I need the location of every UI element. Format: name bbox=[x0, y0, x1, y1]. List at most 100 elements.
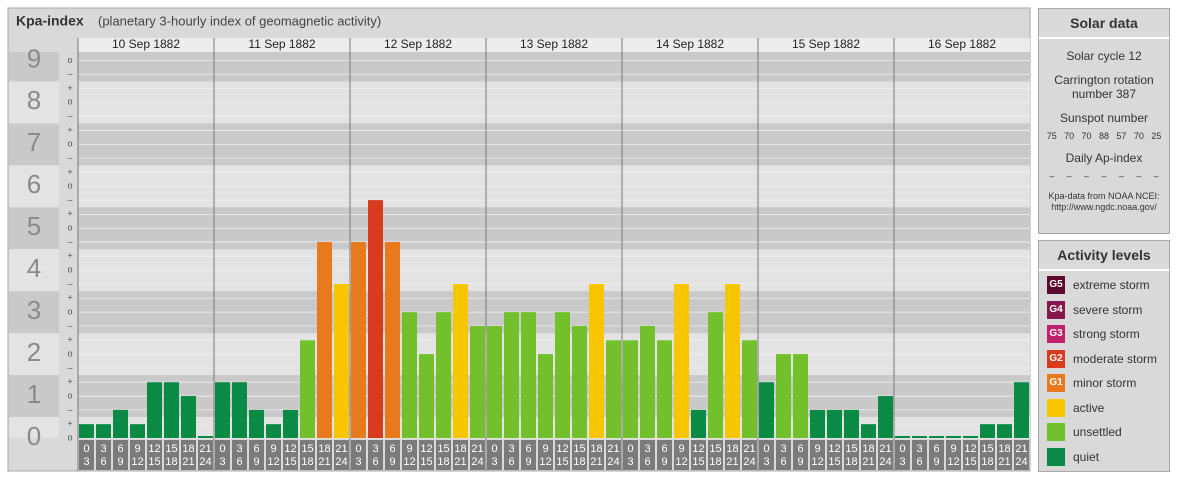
bar bbox=[453, 284, 468, 438]
slot-box bbox=[878, 440, 893, 470]
bar bbox=[79, 424, 94, 438]
bar bbox=[929, 436, 944, 438]
bar bbox=[691, 409, 706, 438]
x-tick-label: 3 bbox=[83, 456, 89, 468]
y-tick-label: 8 bbox=[27, 85, 41, 115]
x-tick-label: 9 bbox=[253, 456, 259, 468]
x-tick-label: 6 bbox=[933, 443, 939, 455]
y-tick-label: 9 bbox=[27, 43, 41, 73]
x-tick-label: 3 bbox=[644, 443, 650, 455]
x-tick-label: 3 bbox=[100, 443, 106, 455]
slot-box bbox=[963, 440, 978, 470]
x-tick-label: 9 bbox=[117, 456, 123, 468]
activity-item: active bbox=[1039, 396, 1169, 421]
y-minor-label: – bbox=[67, 153, 72, 163]
x-tick-label: 12 bbox=[556, 443, 568, 455]
bar bbox=[861, 424, 876, 438]
slot-box bbox=[385, 440, 400, 470]
x-tick-label: 18 bbox=[182, 443, 194, 455]
x-tick-label: 15 bbox=[828, 456, 840, 468]
slot-box bbox=[844, 440, 859, 470]
x-tick-label: 18 bbox=[862, 443, 874, 455]
y-minor-label: – bbox=[67, 320, 72, 330]
bar bbox=[487, 325, 502, 438]
x-tick-label: 12 bbox=[947, 456, 959, 468]
y-minor-label: + bbox=[67, 293, 72, 303]
bar bbox=[674, 284, 689, 438]
x-tick-label: 15 bbox=[573, 443, 585, 455]
x-tick-label: 12 bbox=[828, 443, 840, 455]
x-tick-label: 0 bbox=[627, 443, 633, 455]
slot-box bbox=[368, 440, 383, 470]
slot-box bbox=[232, 440, 247, 470]
day-label: 14 Sep 1882 bbox=[656, 37, 724, 51]
slot-box bbox=[113, 440, 128, 470]
slot-box bbox=[164, 440, 179, 470]
bar bbox=[419, 354, 434, 438]
level-label: extreme storm bbox=[1073, 278, 1150, 293]
x-tick-label: 15 bbox=[981, 443, 993, 455]
ap-value: – bbox=[1101, 171, 1107, 181]
level-badge: G4 bbox=[1047, 300, 1065, 319]
x-tick-label: 9 bbox=[134, 443, 140, 455]
x-tick-label: 18 bbox=[573, 456, 585, 468]
label-band bbox=[9, 52, 59, 82]
y-minor-label: o bbox=[67, 390, 72, 400]
bar bbox=[759, 382, 774, 438]
bar bbox=[334, 284, 349, 438]
sunspot-value: 70 bbox=[1133, 131, 1144, 141]
slot-box bbox=[351, 440, 366, 470]
y-tick-label: 2 bbox=[27, 337, 41, 367]
y-minor-label: o bbox=[67, 139, 72, 149]
bar bbox=[232, 382, 247, 438]
slot-box bbox=[606, 440, 621, 470]
bar bbox=[827, 409, 842, 438]
x-tick-label: 15 bbox=[284, 456, 296, 468]
activity-item: G1 minor storm bbox=[1039, 371, 1169, 396]
level-label: moderate storm bbox=[1073, 351, 1158, 366]
slot-box bbox=[147, 440, 162, 470]
x-tick-label: 9 bbox=[389, 456, 395, 468]
day-label: 13 Sep 1882 bbox=[520, 37, 588, 51]
bar bbox=[895, 436, 910, 438]
slot-box bbox=[742, 440, 757, 470]
x-tick-label: 6 bbox=[117, 443, 123, 455]
y-minor-label: + bbox=[67, 335, 72, 345]
label-band bbox=[9, 165, 59, 208]
slot-box bbox=[79, 440, 94, 470]
x-tick-label: 3 bbox=[763, 456, 769, 468]
x-tick-label: 21 bbox=[199, 443, 211, 455]
bar bbox=[657, 340, 672, 438]
panel-title: Activity levels bbox=[1039, 241, 1169, 271]
x-tick-label: 15 bbox=[165, 443, 177, 455]
slot-box bbox=[691, 440, 706, 470]
y-minor-label: o bbox=[67, 265, 72, 275]
x-tick-label: 21 bbox=[743, 443, 755, 455]
x-tick-label: 3 bbox=[916, 443, 922, 455]
slot-box bbox=[997, 440, 1012, 470]
x-tick-label: 9 bbox=[950, 443, 956, 455]
bar bbox=[317, 242, 332, 438]
x-tick-label: 18 bbox=[998, 443, 1010, 455]
bar bbox=[623, 340, 638, 438]
x-tick-label: 21 bbox=[335, 443, 347, 455]
x-tick-label: 3 bbox=[372, 443, 378, 455]
x-tick-label: 6 bbox=[644, 456, 650, 468]
x-tick-label: 9 bbox=[814, 443, 820, 455]
x-tick-label: 0 bbox=[219, 443, 225, 455]
bar bbox=[912, 436, 927, 438]
x-tick-label: 21 bbox=[590, 456, 602, 468]
level-badge bbox=[1047, 447, 1065, 466]
slot-box bbox=[300, 440, 315, 470]
slot-box bbox=[912, 440, 927, 470]
x-tick-label: 6 bbox=[253, 443, 259, 455]
x-tick-label: 15 bbox=[148, 456, 160, 468]
slot-box bbox=[402, 440, 417, 470]
ap-value: – bbox=[1136, 171, 1142, 181]
x-tick-label: 18 bbox=[981, 456, 993, 468]
bar bbox=[402, 312, 417, 438]
activity-item: unsettled bbox=[1039, 420, 1169, 445]
bar bbox=[283, 409, 298, 438]
carrington: Carrington rotation number 387 bbox=[1054, 73, 1154, 101]
